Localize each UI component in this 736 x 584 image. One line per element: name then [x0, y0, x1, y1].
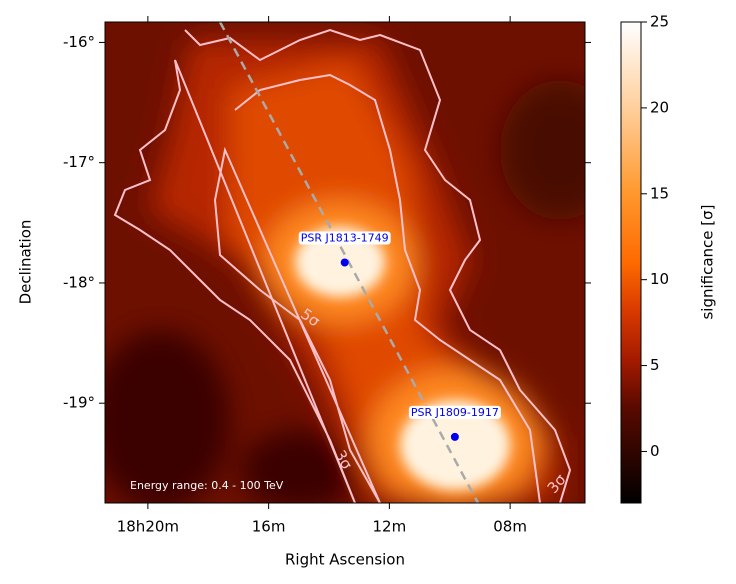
y-tick-label: -19° — [63, 394, 95, 412]
significance-map — [105, 22, 585, 503]
axes-frame — [104, 21, 586, 504]
x-tick-label: 18h20m — [117, 518, 179, 536]
source-label-bg — [298, 231, 391, 245]
y-tick-label: -17° — [63, 153, 95, 171]
source-label-bg — [408, 405, 501, 419]
x-tick-label: 12m — [373, 518, 407, 536]
source-label: PSR J1809-1917 — [411, 406, 499, 419]
x-axis-label: Right Ascension — [285, 551, 405, 569]
x-tick-label: 16m — [252, 518, 286, 536]
colorbar-tick-label: 15 — [650, 184, 669, 202]
galactic-plane — [218, 22, 480, 503]
source-marker — [340, 258, 349, 267]
colorbar-tick-label: 5 — [650, 356, 660, 374]
colorbar-tick-label: 10 — [650, 270, 669, 288]
energy-annotation: Energy range: 0.4 - 100 TeV — [130, 479, 284, 492]
source-label: PSR J1813-1749 — [301, 232, 389, 245]
y-tick-label: -18° — [63, 273, 95, 291]
colorbar-tick-label: 20 — [650, 98, 669, 116]
contour-5sigma — [213, 73, 541, 503]
colorbar — [620, 21, 642, 504]
x-tick-label: 08m — [493, 518, 527, 536]
y-axis-label: Declination — [17, 220, 35, 305]
contour-3sigma — [113, 28, 572, 503]
y-tick-label: -16° — [63, 33, 95, 51]
colorbar-tick-label: 25 — [650, 13, 669, 31]
colorbar-tick-label: 0 — [650, 442, 660, 460]
source-marker — [450, 432, 459, 441]
colorbar-label: significance [σ] — [699, 204, 717, 319]
